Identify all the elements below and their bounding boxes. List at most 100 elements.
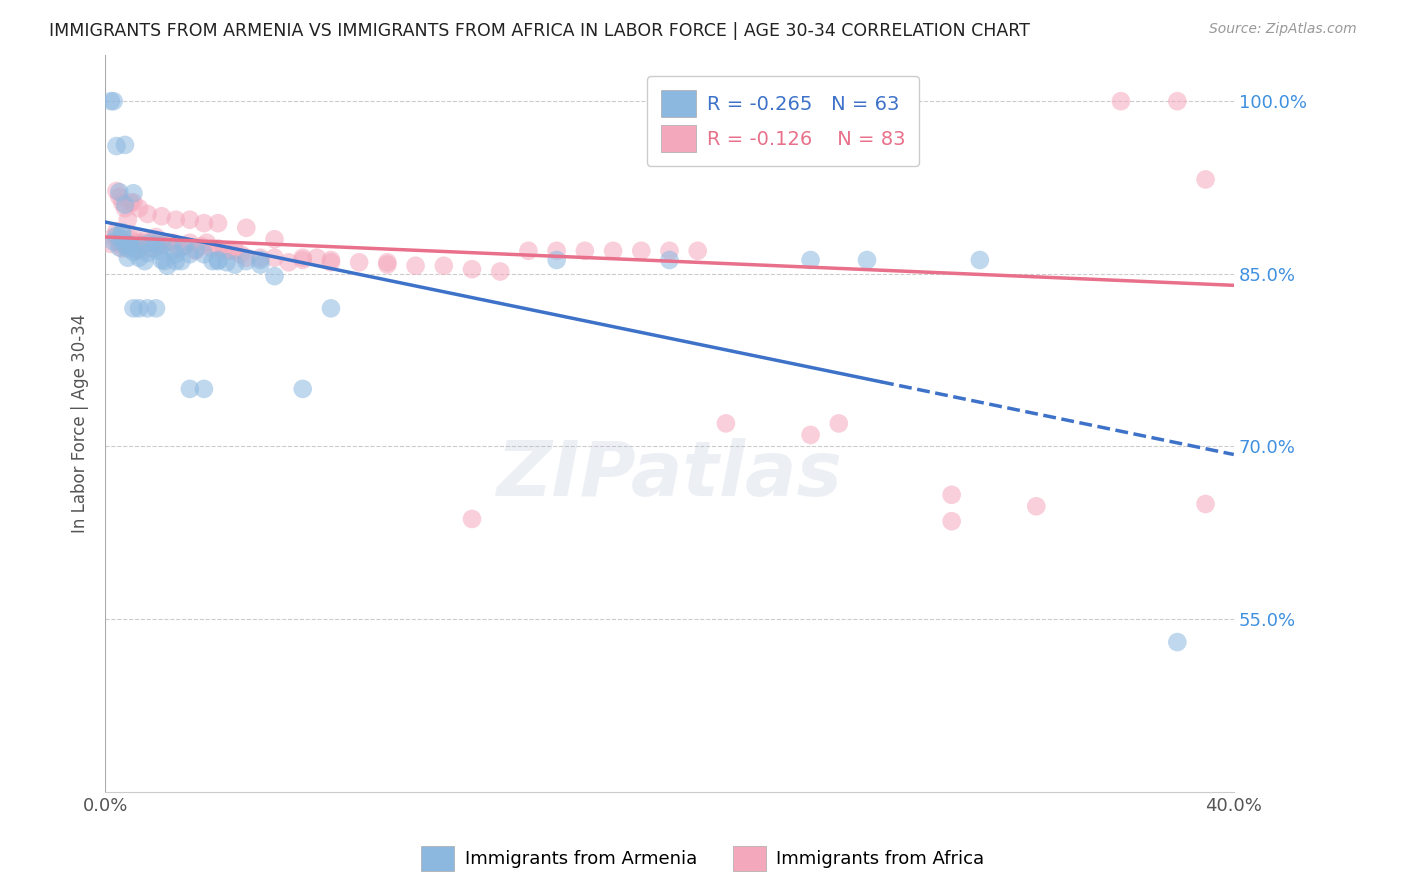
Point: [111, 242, 134, 256]
Point: [1166, 94, 1188, 108]
Point: [291, 251, 314, 265]
Point: [120, 238, 142, 252]
Point: [461, 512, 484, 526]
Point: [156, 235, 179, 250]
Point: [235, 254, 257, 268]
Point: [114, 238, 136, 252]
Point: [179, 382, 201, 396]
Point: [574, 244, 596, 258]
Point: [405, 259, 427, 273]
Point: [1194, 172, 1216, 186]
Point: [489, 264, 512, 278]
Point: [941, 488, 963, 502]
Point: [215, 255, 238, 269]
Point: [602, 244, 624, 258]
Point: [156, 259, 179, 273]
Point: [105, 184, 128, 198]
Text: ZIPatlas: ZIPatlas: [496, 438, 842, 512]
Point: [1194, 497, 1216, 511]
Point: [179, 247, 201, 261]
Point: [828, 417, 851, 431]
Point: [856, 252, 879, 267]
Point: [212, 244, 235, 258]
Point: [139, 235, 162, 250]
Point: [136, 301, 159, 316]
Point: [173, 239, 195, 253]
Point: [291, 382, 314, 396]
Point: [148, 244, 170, 258]
Point: [134, 234, 156, 248]
Point: [714, 417, 737, 431]
Point: [546, 252, 568, 267]
Point: [184, 243, 207, 257]
Point: [263, 269, 285, 284]
Point: [170, 254, 193, 268]
Point: [120, 232, 142, 246]
Point: [150, 238, 173, 252]
Point: [546, 244, 568, 258]
Point: [461, 262, 484, 277]
Point: [630, 244, 652, 258]
Point: [145, 230, 167, 244]
Point: [100, 94, 122, 108]
Point: [108, 185, 131, 199]
Point: [173, 239, 195, 253]
Point: [142, 235, 165, 250]
Point: [128, 301, 150, 316]
Point: [249, 258, 271, 272]
Point: [128, 201, 150, 215]
Point: [193, 382, 215, 396]
Point: [117, 240, 139, 254]
Text: IMMIGRANTS FROM ARMENIA VS IMMIGRANTS FROM AFRICA IN LABOR FORCE | AGE 30-34 COR: IMMIGRANTS FROM ARMENIA VS IMMIGRANTS FR…: [49, 22, 1031, 40]
Point: [224, 244, 246, 258]
Point: [319, 252, 342, 267]
Point: [153, 254, 176, 268]
Point: [291, 252, 314, 267]
Point: [105, 228, 128, 243]
Text: Source: ZipAtlas.com: Source: ZipAtlas.com: [1209, 22, 1357, 37]
Point: [207, 252, 229, 267]
Point: [150, 252, 173, 267]
Point: [165, 247, 187, 261]
Point: [150, 235, 173, 250]
Point: [108, 190, 131, 204]
Point: [125, 235, 148, 250]
Point: [195, 235, 218, 250]
Point: [120, 238, 142, 252]
Point: [108, 240, 131, 254]
Point: [179, 212, 201, 227]
Point: [201, 254, 224, 268]
Point: [941, 514, 963, 528]
Point: [229, 247, 252, 261]
Point: [517, 244, 540, 258]
Point: [167, 242, 190, 256]
Point: [103, 235, 125, 249]
Point: [224, 258, 246, 272]
Point: [111, 195, 134, 210]
Point: [433, 259, 456, 273]
Point: [114, 235, 136, 250]
Point: [122, 301, 145, 316]
Point: [111, 226, 134, 240]
Point: [111, 227, 134, 241]
Point: [131, 235, 153, 250]
Point: [117, 251, 139, 265]
Point: [114, 137, 136, 152]
Point: [100, 236, 122, 251]
Point: [377, 255, 399, 269]
Point: [136, 235, 159, 250]
Point: [184, 244, 207, 258]
Point: [165, 212, 187, 227]
Point: [800, 252, 823, 267]
Point: [658, 244, 681, 258]
Point: [120, 195, 142, 210]
Point: [150, 209, 173, 223]
Point: [131, 238, 153, 252]
Point: [134, 254, 156, 268]
Point: [201, 242, 224, 256]
Point: [128, 243, 150, 257]
Point: [1109, 94, 1132, 108]
Point: [103, 230, 125, 244]
Point: [658, 252, 681, 267]
Point: [235, 220, 257, 235]
